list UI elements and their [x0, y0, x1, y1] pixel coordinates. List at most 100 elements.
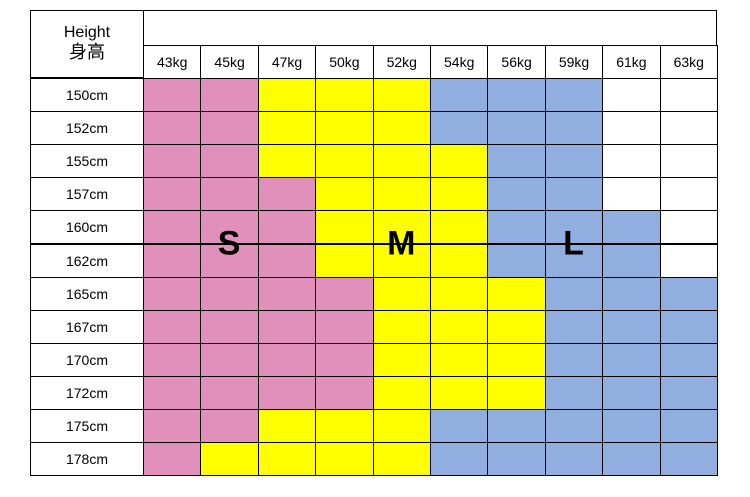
size-cell-S	[315, 375, 374, 410]
height-label-172cm: 172cm	[30, 375, 144, 410]
size-cell-blank	[602, 78, 661, 113]
size-cell-M	[372, 210, 431, 245]
size-cell-L	[659, 342, 718, 377]
size-cell-L	[602, 276, 661, 311]
size-cell-M	[200, 442, 259, 477]
size-cell-M	[315, 210, 374, 245]
size-cell-L	[430, 409, 489, 444]
size-cell-M	[372, 177, 431, 212]
size-cell-S	[315, 276, 374, 311]
size-label-M: M	[387, 224, 416, 262]
height-header-zh: 身高	[69, 41, 105, 63]
size-cell-L	[544, 276, 604, 311]
size-cell-blank	[659, 177, 718, 212]
size-cell-S	[200, 409, 259, 444]
size-cell-M	[487, 342, 546, 377]
size-cell-M	[257, 78, 317, 113]
size-cell-S	[143, 177, 202, 212]
size-cell-L	[430, 78, 489, 113]
height-label-165cm: 165cm	[30, 276, 144, 311]
size-cell-L	[487, 409, 546, 444]
size-cell-S	[257, 177, 317, 212]
weight-header-50kg: 50kg	[315, 45, 374, 79]
size-cell-L	[544, 309, 604, 344]
size-cell-L	[430, 442, 489, 477]
size-cell-M	[430, 144, 489, 179]
size-cell-L	[544, 442, 604, 477]
size-cell-M	[315, 177, 374, 212]
size-cell-S	[200, 144, 259, 179]
size-cell-blank	[659, 78, 718, 113]
size-cell-L	[487, 243, 546, 278]
header-top-blank	[143, 10, 717, 46]
height-label-167cm: 167cm	[30, 309, 144, 344]
height-label-178cm: 178cm	[30, 442, 144, 477]
height-label-175cm: 175cm	[30, 409, 144, 444]
size-cell-M	[372, 442, 431, 477]
height-label-152cm: 152cm	[30, 111, 144, 146]
weight-header-43kg: 43kg	[143, 45, 202, 79]
size-cell-S	[143, 442, 202, 477]
weight-header-59kg: 59kg	[544, 45, 604, 79]
size-cell-M	[315, 78, 374, 113]
size-cell-M	[430, 276, 489, 311]
size-cell-M	[315, 111, 374, 146]
size-cell-L	[487, 442, 546, 477]
size-cell-M	[430, 210, 489, 245]
size-cell-L	[602, 409, 661, 444]
size-cell-M	[430, 243, 489, 278]
size-cell-M	[257, 409, 317, 444]
size-cell-S	[200, 342, 259, 377]
weight-header-52kg: 52kg	[372, 45, 431, 79]
weight-header-45kg: 45kg	[200, 45, 259, 79]
size-cell-M	[372, 409, 431, 444]
size-cell-L	[487, 144, 546, 179]
size-cell-L	[602, 309, 661, 344]
size-cell-M	[257, 111, 317, 146]
size-cell-L	[544, 409, 604, 444]
size-cell-S	[143, 210, 202, 245]
size-cell-M	[372, 78, 431, 113]
size-cell-M	[430, 342, 489, 377]
size-cell-S	[143, 276, 202, 311]
size-cell-L	[430, 111, 489, 146]
size-cell-blank	[602, 144, 661, 179]
size-cell-blank	[659, 243, 718, 278]
size-cell-M	[430, 375, 489, 410]
size-cell-M	[487, 276, 546, 311]
size-cell-S	[200, 78, 259, 113]
height-label-162cm: 162cm	[30, 243, 144, 278]
size-label-S: S	[217, 224, 241, 262]
size-cell-L	[602, 442, 661, 477]
size-cell-L	[487, 111, 546, 146]
size-cell-blank	[659, 111, 718, 146]
size-cell-S	[143, 309, 202, 344]
size-cell-M	[315, 442, 374, 477]
size-cell-M	[257, 442, 317, 477]
size-cell-M	[372, 144, 431, 179]
height-label-170cm: 170cm	[30, 342, 144, 377]
size-cell-M	[372, 375, 431, 410]
weight-header-54kg: 54kg	[430, 45, 489, 79]
size-cell-M	[487, 375, 546, 410]
size-cell-L	[659, 276, 718, 311]
size-cell-M	[430, 177, 489, 212]
size-cell-M	[315, 243, 374, 278]
size-cell-blank	[602, 177, 661, 212]
height-label-155cm: 155cm	[30, 144, 144, 179]
size-cell-S	[143, 144, 202, 179]
height-header-en: Height	[63, 24, 111, 42]
weight-header-61kg: 61kg	[602, 45, 661, 79]
size-cell-M	[257, 144, 317, 179]
size-cell-S	[200, 111, 259, 146]
size-cell-S	[143, 375, 202, 410]
size-cell-L	[487, 177, 546, 212]
weight-header-47kg: 47kg	[257, 45, 317, 79]
size-cell-L	[544, 144, 604, 179]
size-cell-S	[200, 276, 259, 311]
size-cell-S	[257, 309, 317, 344]
size-cell-S	[143, 111, 202, 146]
size-cell-M	[315, 144, 374, 179]
size-cell-L	[602, 210, 661, 245]
